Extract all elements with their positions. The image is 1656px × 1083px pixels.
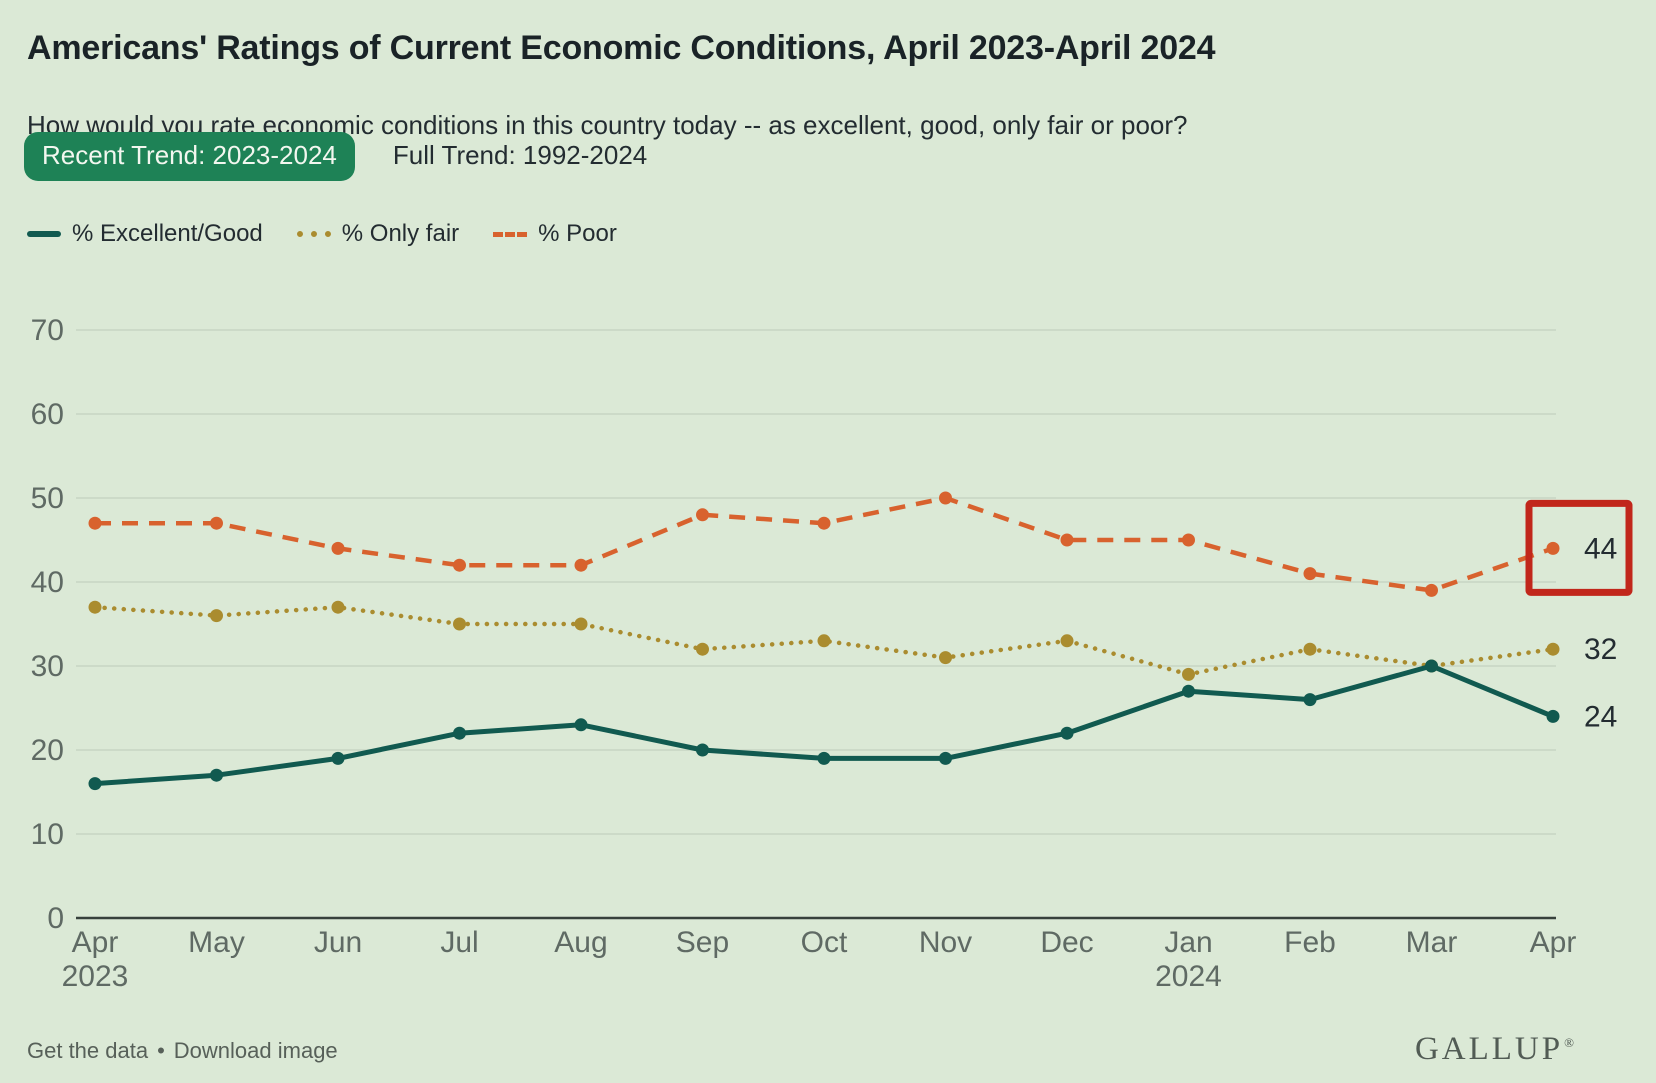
y-tick-label: 60 <box>31 398 64 431</box>
data-point-poor <box>817 516 831 530</box>
data-point-excellent-good <box>210 768 223 782</box>
data-point-poor <box>696 508 709 522</box>
end-value-label-poor: 44 <box>1584 532 1617 565</box>
y-tick-label: 70 <box>31 314 64 347</box>
tab-full-trend[interactable]: Full Trend: 1992-2024 <box>393 132 647 181</box>
data-point-only-fair <box>331 600 345 614</box>
data-point-excellent-good <box>574 718 588 732</box>
x-tick-label: Feb <box>1284 926 1336 959</box>
dotted-line-swatch <box>296 231 331 237</box>
data-point-only-fair <box>1182 667 1195 681</box>
x-tick-year-label: 2024 <box>1155 960 1222 993</box>
x-tick-label: Nov <box>919 926 972 959</box>
x-tick-label: Jan <box>1164 926 1212 959</box>
page-title: Americans' Ratings of Current Economic C… <box>27 28 1216 67</box>
y-tick-label: 20 <box>31 734 64 767</box>
legend-item-only-fair[interactable]: % Only fair <box>296 220 460 248</box>
data-point-poor <box>1546 541 1560 555</box>
x-tick-label: Apr <box>1530 926 1577 959</box>
end-value-label-only-fair: 32 <box>1584 633 1617 666</box>
x-tick-label: May <box>188 926 245 959</box>
x-tick-year-label: 2023 <box>62 960 129 993</box>
data-point-only-fair <box>817 634 831 648</box>
x-tick-label: Aug <box>554 926 607 959</box>
data-point-excellent-good <box>696 743 709 757</box>
highlight-box <box>1525 499 1633 596</box>
x-tick-label: Jun <box>314 926 362 959</box>
x-tick-label: Apr <box>72 926 119 959</box>
data-point-only-fair <box>88 600 102 614</box>
data-point-excellent-good <box>1425 659 1438 673</box>
series-line-excellent-good <box>92 663 1556 787</box>
data-point-excellent-good <box>88 777 102 791</box>
legend-label-excellent-good: % Excellent/Good <box>72 220 263 247</box>
footer-links: Get the data • Download image <box>27 1038 338 1064</box>
y-tick-label: 0 <box>47 902 64 935</box>
data-point-poor <box>331 541 345 555</box>
chart-legend: % Excellent/Good % Only fair % Poor <box>27 220 617 248</box>
y-tick-label: 10 <box>31 818 64 851</box>
data-point-excellent-good <box>817 751 831 765</box>
legend-label-poor: % Poor <box>538 220 617 247</box>
get-the-data-link[interactable]: Get the data <box>27 1038 149 1063</box>
data-point-only-fair <box>1546 642 1560 656</box>
data-point-only-fair <box>453 617 466 631</box>
registered-mark: ® <box>1564 1035 1574 1050</box>
dashed-line-swatch <box>493 231 528 237</box>
legend-label-only-fair: % Only fair <box>341 220 460 247</box>
data-point-excellent-good <box>453 726 466 740</box>
download-image-link[interactable]: Download image <box>173 1038 338 1063</box>
end-value-label-excellent-good: 24 <box>1584 700 1617 733</box>
data-point-poor <box>453 558 466 572</box>
data-point-excellent-good <box>939 751 952 765</box>
x-tick-label: Jul <box>440 926 478 959</box>
x-tick-label: Oct <box>801 926 848 959</box>
series-line-poor <box>95 495 1554 593</box>
data-point-excellent-good <box>331 751 345 765</box>
data-point-only-fair <box>696 642 709 656</box>
x-tick-label: Sep <box>676 926 729 959</box>
data-point-poor <box>1182 533 1195 547</box>
trend-tabs: Recent Trend: 2023-2024 Full Trend: 1992… <box>24 132 647 182</box>
data-point-poor <box>574 558 588 572</box>
data-point-poor <box>210 516 223 530</box>
footer-separator: • <box>157 1038 165 1063</box>
gallup-logo: GALLUP® <box>1415 1031 1574 1068</box>
data-point-poor <box>88 516 102 530</box>
data-point-only-fair <box>1303 642 1317 656</box>
y-tick-label: 50 <box>31 482 64 515</box>
solid-line-swatch <box>27 231 61 237</box>
data-point-excellent-good <box>1060 726 1074 740</box>
legend-item-excellent-good[interactable]: % Excellent/Good <box>27 220 263 248</box>
data-point-only-fair <box>939 651 952 665</box>
data-point-poor <box>939 491 952 505</box>
data-point-poor <box>1060 533 1074 547</box>
gallup-wordmark: GALLUP <box>1414 1031 1564 1067</box>
x-tick-label: Dec <box>1040 926 1093 959</box>
data-point-excellent-good <box>1303 693 1317 707</box>
y-tick-label: 40 <box>31 566 64 599</box>
data-point-excellent-good <box>1546 709 1560 723</box>
data-point-only-fair <box>210 609 223 623</box>
x-tick-label: Mar <box>1406 926 1458 959</box>
data-point-only-fair <box>574 617 588 631</box>
data-point-poor <box>1303 567 1317 581</box>
legend-item-poor[interactable]: % Poor <box>493 220 617 248</box>
data-point-only-fair <box>1060 634 1074 648</box>
tab-recent-trend[interactable]: Recent Trend: 2023-2024 <box>24 132 355 182</box>
data-point-poor <box>1425 583 1438 597</box>
y-tick-label: 30 <box>31 650 64 683</box>
data-point-excellent-good <box>1182 684 1195 698</box>
